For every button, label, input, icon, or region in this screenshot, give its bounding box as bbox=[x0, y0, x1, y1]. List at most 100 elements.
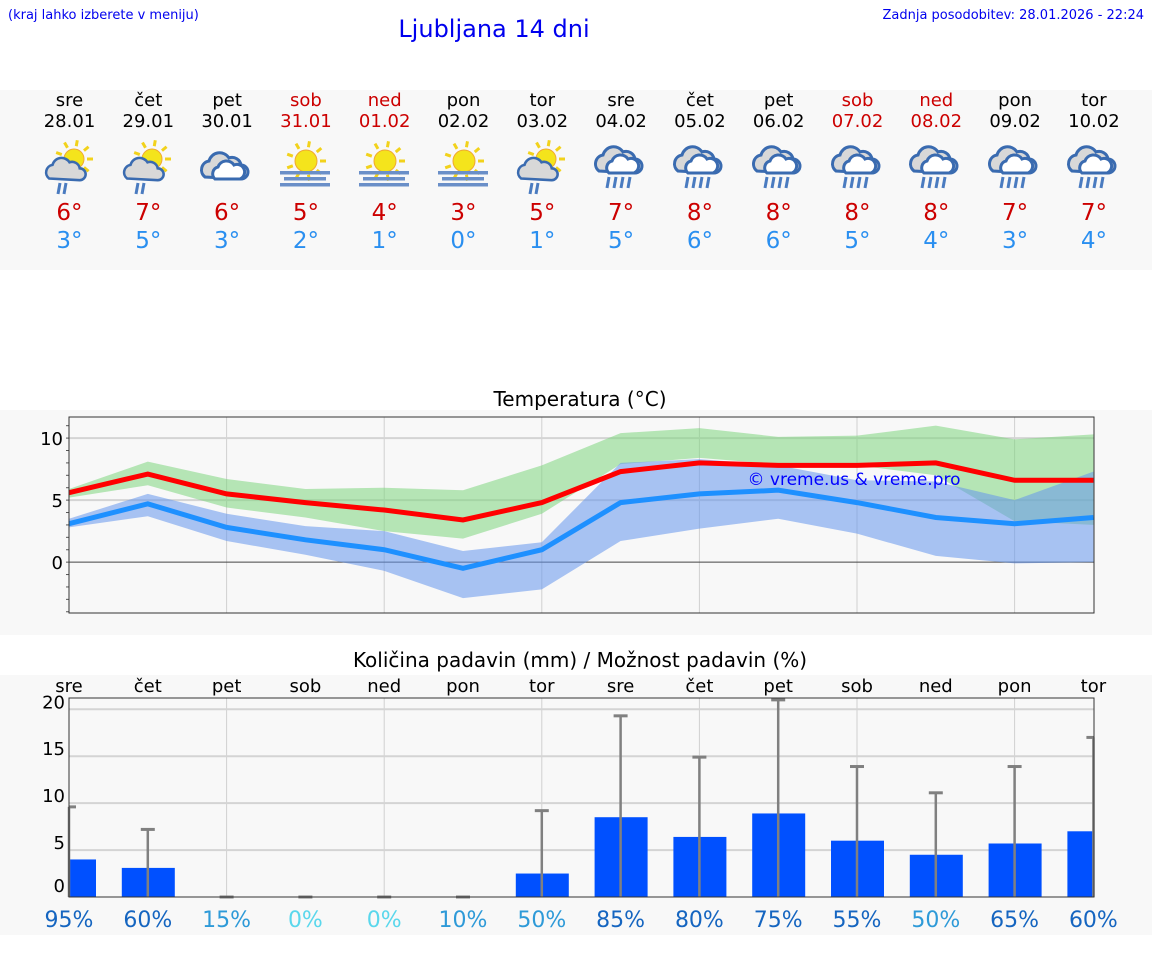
temp-max: 8° bbox=[765, 200, 792, 226]
temp-max: 8° bbox=[844, 200, 871, 226]
last-updated: Zadnja posodobitev: 28.01.2026 - 22:24 bbox=[882, 8, 1144, 23]
temp-min: 0° bbox=[450, 228, 477, 254]
day-date: 31.01 bbox=[280, 111, 332, 132]
temp-max: 4° bbox=[371, 200, 398, 226]
band-max-range bbox=[69, 425, 1094, 539]
spacer bbox=[0, 270, 1152, 366]
day-name: sob bbox=[289, 90, 322, 111]
day-label: tor bbox=[529, 676, 555, 697]
temp-min: 3° bbox=[214, 228, 241, 254]
rain-cloud-icon bbox=[1066, 145, 1117, 189]
day-date: 04.02 bbox=[595, 111, 647, 132]
day-forecast: sre 28.01 6° 3° bbox=[30, 90, 109, 255]
y-tick-label: 10 bbox=[42, 786, 65, 807]
temp-min: 4° bbox=[923, 228, 950, 254]
temp-chart-title: Temperatura (°C) bbox=[493, 387, 667, 411]
temp-max: 8° bbox=[923, 200, 950, 226]
precip-probability: 65% bbox=[990, 908, 1039, 933]
temp-max: 8° bbox=[686, 200, 713, 226]
precip-probability: 85% bbox=[596, 908, 645, 933]
y-tick-label: 5 bbox=[52, 491, 63, 512]
location-hint: (kraj lahko izberete v meniju) bbox=[8, 8, 199, 23]
day-date: 29.01 bbox=[122, 111, 175, 132]
precip-bar bbox=[69, 859, 96, 897]
day-label: sre bbox=[607, 676, 634, 697]
day-label: sob bbox=[289, 676, 321, 697]
precip-probability: 10% bbox=[439, 908, 488, 933]
precip-chart-panel: 0 5 10 15 20 sre čet pet sob ned pon tor sre čet pet so… bbox=[0, 675, 1152, 935]
day-date: 08.02 bbox=[910, 111, 963, 132]
day-date: 06.02 bbox=[752, 111, 805, 132]
day-label: sre bbox=[55, 676, 82, 697]
temp-min: 5° bbox=[844, 228, 871, 254]
temp-max: 7° bbox=[135, 200, 162, 226]
day-name: čet bbox=[685, 90, 714, 111]
precip-probability: 0% bbox=[288, 908, 323, 933]
day-name: pon bbox=[998, 90, 1033, 111]
temp-max: 7° bbox=[608, 200, 635, 226]
day-name: ned bbox=[367, 90, 402, 111]
temp-min: 1° bbox=[529, 228, 556, 254]
day-date: 30.01 bbox=[201, 111, 253, 132]
day-forecast: tor 03.02 5° 1° bbox=[503, 90, 582, 255]
temp-min: 6° bbox=[765, 228, 792, 254]
day-name: sob bbox=[841, 90, 874, 111]
rain-cloud-icon bbox=[751, 145, 802, 189]
watermark: © vreme.us & vreme.pro bbox=[747, 470, 960, 490]
temp-min: 5° bbox=[608, 228, 635, 254]
temp-min: 6° bbox=[686, 228, 713, 254]
cloudy-icon bbox=[200, 151, 250, 181]
day-label: pet bbox=[763, 676, 793, 697]
line-min bbox=[68, 487, 1094, 571]
precip-probability: 15% bbox=[202, 908, 251, 933]
day-forecast: pon 02.02 3° 0° bbox=[424, 90, 503, 255]
day-date: 28.01 bbox=[43, 111, 96, 132]
sun-fog-icon bbox=[279, 141, 330, 187]
day-forecast: čet 29.01 7° 5° bbox=[109, 90, 188, 255]
temp-chart-panel: 0 5 10 © vreme.us & vreme.pro bbox=[0, 410, 1152, 635]
y-tick-label: 0 bbox=[52, 553, 63, 574]
sun-fog-icon bbox=[358, 141, 409, 187]
day-forecast: ned 08.02 8° 4° bbox=[897, 90, 976, 255]
precip-probability: 0% bbox=[367, 908, 402, 933]
day-name: sre bbox=[607, 90, 635, 111]
day-name: sre bbox=[55, 90, 84, 111]
temp-min: 3° bbox=[56, 228, 83, 254]
plot-border bbox=[68, 697, 1095, 898]
day-forecast: pet 30.01 6° 3° bbox=[188, 90, 267, 255]
forecast-strip: sre 28.01 6° 3° čet 29.01 7° 5° pet 30.01 … bbox=[0, 90, 1152, 270]
rain-cloud-icon bbox=[830, 145, 880, 189]
page-title: Ljubljana 14 dni bbox=[398, 15, 590, 43]
y-tick-label: 0 bbox=[54, 876, 65, 897]
temperature-chart: 0 5 10 © vreme.us & vreme.pro bbox=[40, 416, 1095, 614]
temp-max: 5° bbox=[292, 200, 319, 226]
temp-max: 6° bbox=[56, 200, 83, 226]
precip-probability: 75% bbox=[754, 908, 803, 933]
temp-max: 3° bbox=[450, 200, 477, 226]
precip-probability: 60% bbox=[1069, 908, 1118, 933]
day-name: pon bbox=[446, 90, 481, 111]
rain-cloud-icon bbox=[909, 145, 959, 189]
line-max bbox=[68, 460, 1094, 523]
day-forecast: čet 05.02 8° 6° bbox=[660, 90, 739, 255]
day-forecast: sob 31.01 5° 2° bbox=[266, 90, 345, 255]
day-name: tor bbox=[1081, 90, 1107, 111]
precip-probability: 50% bbox=[911, 908, 960, 933]
temp-max: 7° bbox=[1080, 200, 1107, 226]
day-label: pon bbox=[446, 676, 480, 697]
day-date: 01.02 bbox=[358, 111, 411, 132]
sun-cloud-rain-icon bbox=[517, 140, 566, 195]
day-date: 07.02 bbox=[831, 111, 884, 132]
day-name: ned bbox=[919, 90, 954, 111]
temp-max: 7° bbox=[1002, 200, 1029, 226]
rain-cloud-icon bbox=[672, 145, 723, 189]
day-label: pet bbox=[212, 676, 242, 697]
precip-probability: 55% bbox=[833, 908, 882, 933]
day-forecast: tor 10.02 7° 4° bbox=[1054, 90, 1133, 255]
rain-cloud-icon bbox=[594, 145, 644, 189]
day-forecast: pet 06.02 8° 6° bbox=[739, 90, 818, 255]
plot-border bbox=[68, 416, 1095, 614]
day-date: 02.02 bbox=[437, 111, 490, 132]
y-tick-label: 20 bbox=[42, 692, 65, 713]
